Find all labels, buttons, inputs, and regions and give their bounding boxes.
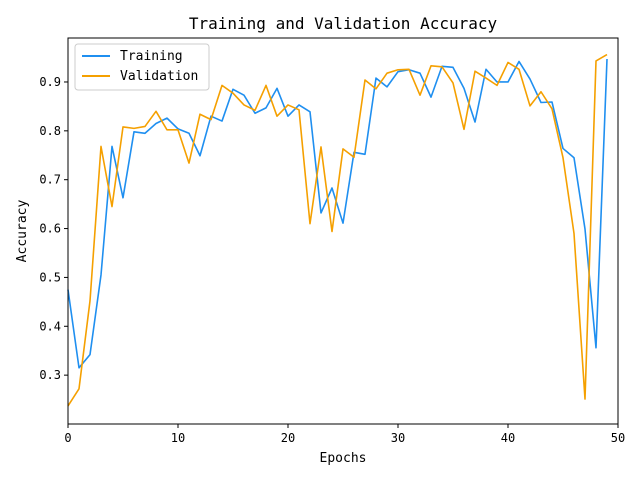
x-tick-label: 50: [611, 431, 625, 445]
y-tick-label: 0.9: [39, 75, 61, 89]
x-axis-label: Epochs: [320, 451, 367, 466]
y-tick-label: 0.3: [39, 368, 61, 382]
axis-ticks: 0 10 20 30 40 50 0.3 0.4 0.5 0.6 0.7 0.8 0.9: [39, 75, 625, 445]
y-tick-label: 0.4: [39, 319, 61, 333]
y-tick-label: 0.5: [39, 270, 61, 284]
series-line-training: [67, 58, 608, 369]
x-tick-label: 40: [501, 431, 515, 445]
series-line-validation: [67, 53, 608, 407]
y-tick-label: 0.8: [39, 124, 61, 138]
y-tick-label: 0.7: [39, 173, 61, 187]
x-tick-label: 0: [64, 431, 71, 445]
legend-label-validation: Validation: [120, 69, 198, 84]
legend: Training Validation: [74, 43, 210, 91]
plot-frame: [67, 37, 619, 425]
x-tick-label: 30: [391, 431, 405, 445]
plot-area: [67, 53, 608, 407]
x-tick-label: 20: [281, 431, 295, 445]
legend-label-training: Training: [120, 49, 183, 64]
chart-title: Training and Validation Accuracy: [189, 14, 498, 33]
y-axis-label: Accuracy: [15, 200, 30, 263]
y-tick-label: 0.6: [39, 222, 61, 236]
x-tick-label: 10: [171, 431, 185, 445]
